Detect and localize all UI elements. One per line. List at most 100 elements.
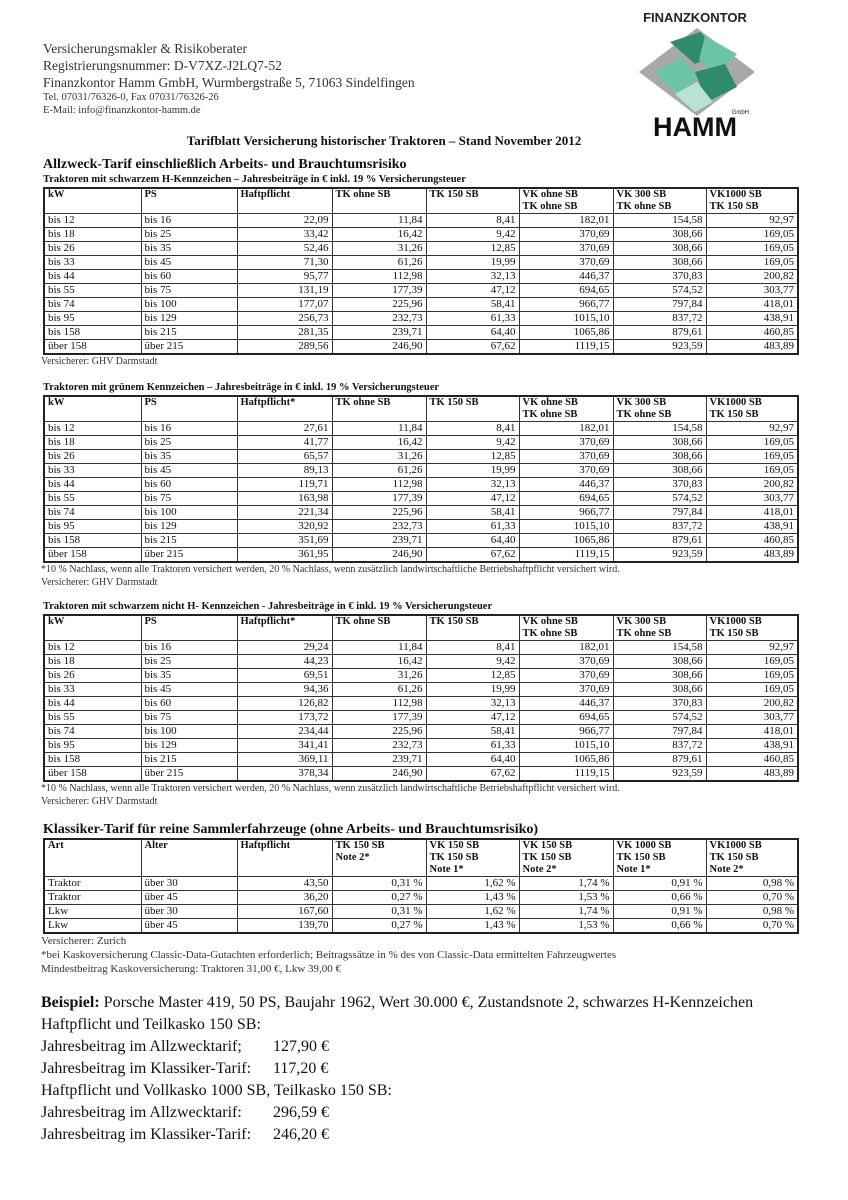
table-cell: 879,61 [612, 533, 707, 548]
column-header: kW [43, 614, 142, 641]
table-cell: 36,20 [236, 890, 333, 905]
table-cell: 0,70 % [705, 918, 799, 934]
table-cell: bis 75 [140, 491, 238, 506]
table-cell: 797,84 [612, 297, 707, 312]
table-row: bis 18 bis 25 41,77 16,42 9,42 370,69 308,66 16… [43, 435, 799, 450]
table-cell: bis 158 [43, 533, 142, 548]
column-header: kW [43, 395, 142, 422]
table-cell: 89,13 [236, 463, 333, 478]
example-row-label: Jahresbeitrag im Klassiker-Tarif: [41, 1060, 252, 1077]
table-cell: bis 45 [140, 463, 238, 478]
table-cell: 19,99 [425, 682, 520, 697]
table-row: bis 74 bis 100 221,34 225,96 58,41 966,77 797,… [43, 505, 799, 520]
table-cell: 303,77 [705, 491, 799, 506]
table-cell: 0,31 % [331, 904, 427, 919]
table-cell: über 158 [43, 339, 142, 355]
table-cell: 879,61 [612, 752, 707, 767]
table-cell: 303,77 [705, 710, 799, 725]
table-cell: 369,11 [236, 752, 333, 767]
table-cell: 370,83 [612, 477, 707, 492]
table-cell: 483,89 [705, 339, 799, 355]
table-cell: 281,35 [236, 325, 333, 340]
table-cell: 1015,10 [518, 738, 614, 753]
table-cell: 239,71 [331, 752, 427, 767]
allzweck-title: Allzweck-Tarif einschließlich Arbeits- u… [43, 157, 407, 172]
column-header-line: TK 150 SB [429, 616, 479, 627]
column-header-line: VK1000 SB [709, 840, 762, 851]
table-cell: 879,61 [612, 325, 707, 340]
table-cell: 169,05 [705, 668, 799, 683]
column-header-line: TK 150 SB [429, 852, 479, 863]
table-cell: 694,65 [518, 710, 614, 725]
column-header-line: Note 2* [522, 864, 557, 875]
column-header: VK ohne SB TK ohne SB [518, 614, 614, 641]
column-header: Art [43, 838, 142, 877]
table-cell: 61,33 [425, 519, 520, 534]
table-cell: 370,69 [518, 449, 614, 464]
insurer-note: Versicherer: GHV Darmstadt [41, 577, 158, 588]
table-row: bis 95 bis 129 341,41 232,73 61,33 1015,10 837… [43, 738, 799, 753]
table-cell: 12,85 [425, 449, 520, 464]
column-header-line: VK ohne SB [522, 397, 578, 408]
table-row: bis 18 bis 25 44,23 16,42 9,42 370,69 308,66 16… [43, 654, 799, 669]
table-cell: 1119,15 [518, 547, 614, 563]
table-row: bis 26 bis 35 65,57 31,26 12,85 370,69 308,66 1… [43, 449, 799, 464]
table-cell: 246,90 [331, 547, 427, 563]
table-cell: 47,12 [425, 710, 520, 725]
table-cell: bis 35 [140, 668, 238, 683]
table-cell: 923,59 [612, 547, 707, 563]
section-black-h: Allzweck-Tarif einschließlich Arbeits- u… [41, 156, 803, 368]
column-header: VK1000 SB TK 150 SB [705, 187, 799, 214]
column-header-line: VK1000 SB [709, 616, 762, 627]
header-line: Versicherungsmakler & Risikoberater [43, 41, 247, 56]
table-cell: bis 129 [140, 311, 238, 326]
table-cell: bis 75 [140, 710, 238, 725]
table-cell: bis 129 [140, 738, 238, 753]
table-cell: 169,05 [705, 435, 799, 450]
table-cell: 1,43 % [425, 890, 520, 905]
table-cell: 370,69 [518, 463, 614, 478]
table-cell: bis 18 [43, 227, 142, 242]
column-header-line: PS [144, 397, 157, 408]
column-header: VK 300 SB TK ohne SB [612, 187, 707, 214]
table-cell: 119,71 [236, 477, 333, 492]
column-header-line: VK1000 SB [709, 397, 762, 408]
table-cell: bis 25 [140, 654, 238, 669]
table-cell: 1065,86 [518, 325, 614, 340]
column-header-line: TK 150 SB [709, 409, 759, 420]
table-cell: bis 18 [43, 435, 142, 450]
column-header-line: Haftpflicht* [240, 616, 296, 627]
table-cell: bis 12 [43, 640, 142, 655]
table-cell: bis 16 [140, 640, 238, 655]
column-header: Haftpflicht [236, 838, 333, 877]
table-cell: 182,01 [518, 213, 614, 228]
page-title: Tarifblatt Versicherung historischer Tra… [186, 133, 582, 148]
section-black-non-h: Traktoren mit schwarzem nicht H- Kennzei… [41, 600, 803, 808]
table-cell: bis 100 [140, 724, 238, 739]
table-cell: 370,83 [612, 269, 707, 284]
column-header-line: Note 2* [709, 864, 744, 875]
table-cell: Lkw [43, 918, 142, 934]
table-cell: 966,77 [518, 297, 614, 312]
column-header-line: TK ohne SB [522, 628, 578, 639]
table-cell: 232,73 [331, 311, 427, 326]
section-classic: Klassiker-Tarif für reine Sammlerfahrzeu… [41, 821, 803, 976]
table-row: bis 26 bis 35 52,46 31,26 12,85 370,69 308,66 1… [43, 241, 799, 256]
table-cell: 167,60 [236, 904, 333, 919]
table-cell: 94,36 [236, 682, 333, 697]
column-header-line: Note 1* [429, 864, 464, 875]
column-header-line: VK 150 SB [429, 840, 480, 851]
table-cell: über 215 [140, 547, 238, 563]
table-cell: 438,91 [705, 738, 799, 753]
table-row: bis 55 bis 75 131,19 177,39 47,12 694,65 574,5… [43, 283, 799, 298]
table-cell: 308,66 [612, 435, 707, 450]
table-cell: 182,01 [518, 421, 614, 436]
table-cell: 177,07 [236, 297, 333, 312]
table-row: bis 158 bis 215 351,69 239,71 64,40 1065,86 87… [43, 533, 799, 548]
table-row: bis 158 bis 215 369,11 239,71 64,40 1065,86 87… [43, 752, 799, 767]
table-cell: bis 16 [140, 213, 238, 228]
column-header-line: TK ohne SB [522, 409, 578, 420]
header-email: E-Mail: info@finanzkontor-hamm.de [43, 105, 201, 116]
table-cell: 69,51 [236, 668, 333, 683]
column-header: VK 150 SB TK 150 SB Note 2* [518, 838, 614, 877]
